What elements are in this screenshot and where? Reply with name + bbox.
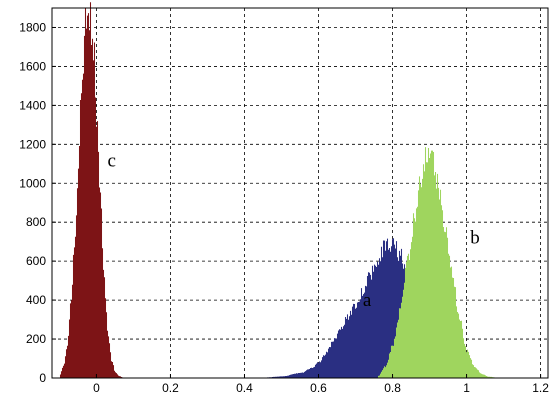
- x-tick-label: 0.2: [162, 381, 179, 394]
- x-tick-label: 0.4: [236, 381, 253, 394]
- series-b-bars: [377, 147, 498, 378]
- y-tick-label: 1600: [19, 59, 46, 73]
- y-tick-label: 0: [39, 371, 46, 385]
- y-tick-label: 600: [26, 254, 46, 268]
- y-tick-label: 1400: [19, 98, 46, 112]
- y-tick-label: 1200: [19, 137, 46, 151]
- y-tick-label: 800: [26, 215, 46, 229]
- annotations: c a b: [108, 151, 480, 311]
- y-tick-label: 400: [26, 293, 46, 307]
- x-tick-label: 0: [93, 381, 100, 394]
- y-tick-label: 1800: [19, 20, 46, 34]
- x-tick-label: 0.8: [384, 381, 401, 394]
- annotation-a: a: [363, 290, 372, 311]
- x-tick-label: 1: [463, 381, 470, 394]
- grid-lines: [52, 8, 548, 378]
- y-tick-label: 200: [26, 332, 46, 346]
- series-c-bars: [59, 2, 124, 378]
- axes-frame: [51, 7, 549, 379]
- series-c: [59, 2, 124, 378]
- series-b: [377, 147, 498, 378]
- annotation-b: b: [470, 228, 480, 249]
- annotation-c: c: [108, 151, 116, 172]
- tick-labels: 0 200 400 600 800 1000 1200 1400 1600 1800 0 0.2 0.4…: [19, 20, 549, 394]
- x-tick-label: 0.6: [310, 381, 327, 394]
- x-tick-label: 1.2: [532, 381, 549, 394]
- y-tick-label: 1000: [19, 176, 46, 190]
- axes: [51, 7, 549, 379]
